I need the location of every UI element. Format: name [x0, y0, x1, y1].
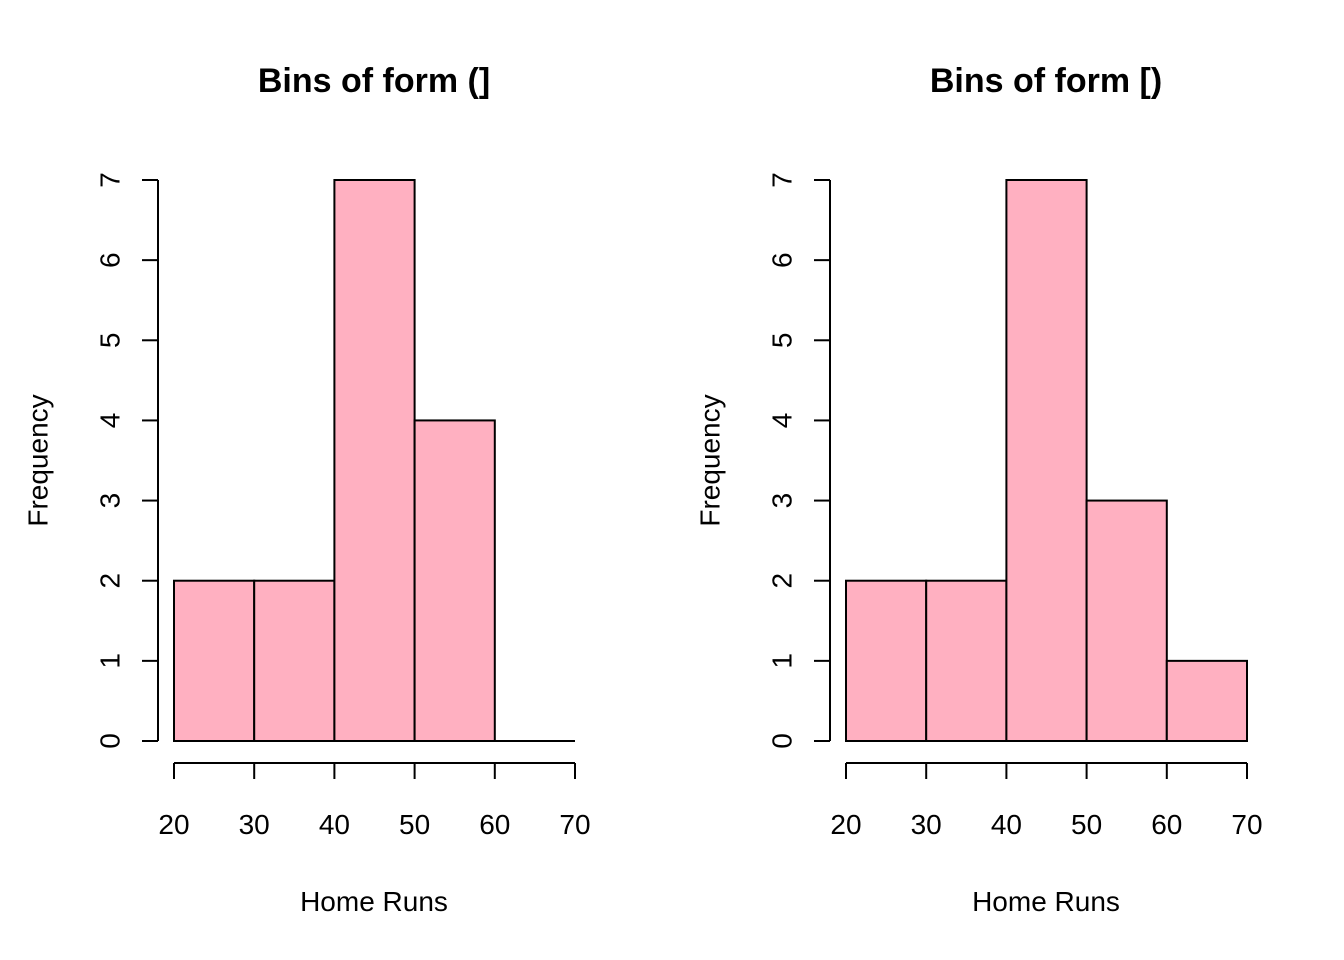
histogram-bar [1165, 659, 1249, 742]
histogram-bar [1085, 499, 1168, 743]
y-tick-label: 2 [767, 573, 798, 589]
x-tick-label: 60 [479, 809, 510, 840]
histogram-panel-1: Bins of form (] 0 1 2 3 4 5 6 7 20 30 40 50 60 70 Home … [23, 62, 591, 917]
chart-title: Bins of form [) [930, 62, 1162, 100]
x-axis-label: Home Runs [300, 886, 448, 917]
y-tick-label: 7 [767, 172, 798, 188]
histogram-bar [925, 579, 1008, 743]
histogram-bar [333, 179, 416, 742]
chart-title: Bins of form (] [258, 62, 490, 100]
y-tick-label: 5 [95, 332, 126, 348]
y-axis-label: Frequency [695, 394, 726, 526]
y-tick-label: 0 [95, 733, 126, 749]
x-tick-label: 40 [991, 809, 1022, 840]
x-tick-label: 40 [319, 809, 350, 840]
x-tick-label: 20 [158, 809, 189, 840]
x-axis-label: Home Runs [972, 886, 1120, 917]
y-tick-label: 1 [95, 653, 126, 669]
y-tick-label: 3 [767, 493, 798, 509]
x-tick-label: 30 [911, 809, 942, 840]
histogram-bar [253, 579, 336, 743]
x-tick-label: 70 [559, 809, 590, 840]
y-tick-label: 2 [95, 573, 126, 589]
histogram-bar [173, 579, 256, 743]
histogram-bar [413, 419, 496, 742]
y-tick-label: 5 [767, 332, 798, 348]
y-axis-label: Frequency [23, 394, 54, 526]
x-tick-label: 60 [1151, 809, 1182, 840]
y-tick-label: 4 [95, 413, 126, 429]
y-tick-label: 7 [95, 172, 126, 188]
y-tick-label: 1 [767, 653, 798, 669]
histogram-bar [845, 579, 928, 743]
histogram-bar [1005, 179, 1088, 742]
x-tick-label: 20 [830, 809, 861, 840]
x-tick-label: 50 [1071, 809, 1102, 840]
y-tick-label: 4 [767, 413, 798, 429]
x-tick-label: 30 [239, 809, 270, 840]
histogram-panel-2: Bins of form [) 0 1 2 3 4 5 6 7 20 30 40 50 60 70 Home … [695, 62, 1263, 917]
y-tick-label: 6 [767, 252, 798, 268]
x-tick-label: 50 [399, 809, 430, 840]
y-tick-label: 3 [95, 493, 126, 509]
y-tick-label: 0 [767, 733, 798, 749]
x-tick-label: 70 [1231, 809, 1262, 840]
y-tick-label: 6 [95, 252, 126, 268]
